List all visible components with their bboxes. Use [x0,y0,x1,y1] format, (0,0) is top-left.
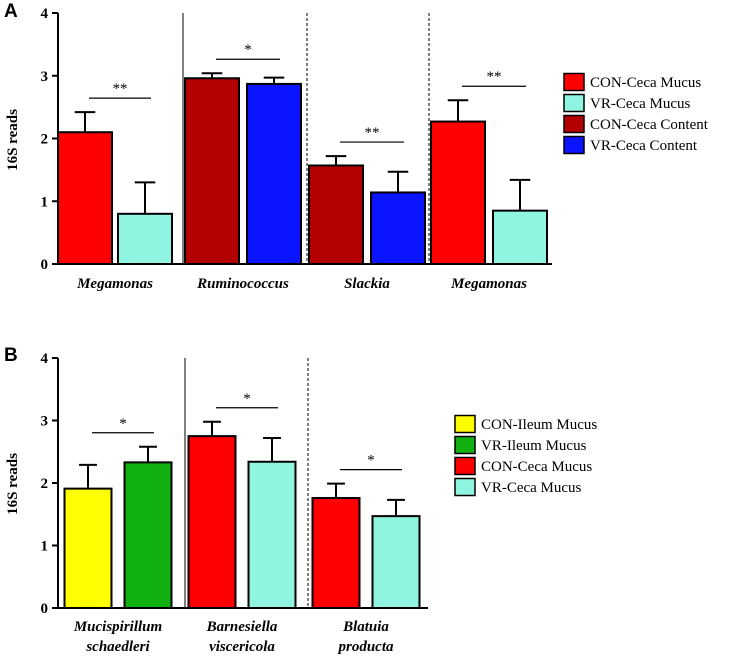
panel-b-legend-label: CON-Ileum Mucus [481,417,597,433]
panel-a-bar [370,191,426,265]
panel-a-bar [430,120,486,266]
panel-a-legend-label: CON-Ceca Content [590,117,709,133]
panel-a-significance-label: * [244,42,252,58]
panel-b-y-tick-label: 2 [41,476,49,492]
panel-a-y-tick-label: 1 [41,194,49,210]
panel-b-category-label: Mucispirillum [73,619,162,635]
panel-a-category-label: Megamonas [76,276,153,292]
panel-a-y-tick-label: 2 [41,132,49,148]
panel-b-significance-label: * [367,453,375,469]
panel-a-y-tick-label: 4 [41,6,49,22]
panel-a-legend-swatch [563,135,585,155]
panel-a-category-label: Ruminococcus [196,276,289,292]
panel-b-category-label: producta [336,639,394,655]
panel-b-significance-label: * [119,416,127,432]
panel-b-y-tick-label: 4 [41,351,49,367]
panel-b-bar [63,487,113,609]
panel-b-bar [123,461,173,609]
panel-a: A 16S reads 0 1 2 3 4 ** Megamonas * Ruminococcu… [4,1,709,292]
panel-a-y-tick-label: 3 [41,69,49,85]
panel-a-legend-swatch [563,72,585,92]
panel-b-legend-label: VR-Ceca Mucus [481,480,582,496]
panel-b-category-label: viscericola [209,639,275,655]
panel-a-category-label: Slackia [344,276,390,292]
panel-a-letter: A [4,1,18,22]
panel-b-significance-label: * [243,391,251,407]
panel-b-legend-label: CON-Ceca Mucus [481,459,592,475]
panel-b-y-tick-label: 1 [41,539,49,555]
panel-b-legend-swatch [454,477,476,497]
panel-a-bar [117,212,173,266]
panel-b-y-tick-label: 0 [41,601,49,617]
panel-b-category-label: schaedleri [85,639,150,655]
panel-b: B 16S reads 0 1 2 3 4 * Mucispirillum schaedler… [4,345,597,655]
panel-a-bar [184,77,240,266]
panel-a-bar [308,164,364,265]
panel-a-legend-swatch [563,93,585,113]
panel-b-category-label: Barnesiella [206,619,278,635]
panel-b-bar [247,460,297,609]
panel-b-letter: B [4,345,18,366]
panel-a-legend-label: CON-Ceca Mucus [590,75,701,91]
panel-b-category-label: Blatuia [342,619,389,635]
panel-b-bar [311,497,361,609]
panel-a-legend-label: VR-Ceca Mucus [590,96,691,112]
panel-a-bar [57,131,113,265]
panel-a-significance-label: ** [487,69,502,85]
panel-a-bar [246,82,302,265]
panel-a-y-tick-label: 0 [41,257,49,273]
panel-b-legend-swatch [454,456,476,476]
panel-b-legend-swatch [454,435,476,455]
panel-a-y-axis-label: 16S reads [5,109,21,171]
panel-a-significance-label: ** [113,81,128,97]
panel-a-legend-label: VR-Ceca Content [590,138,698,154]
panel-b-y-tick-label: 3 [41,414,49,430]
panel-a-bar [492,209,548,266]
panel-a-legend-swatch [563,114,585,134]
panel-b-y-axis-label: 16S reads [5,453,21,515]
panel-b-legend-label: VR-Ileum Mucus [481,438,587,454]
panel-b-legend-swatch [454,414,476,434]
panel-b-bar [371,515,421,609]
panel-a-category-label: Megamonas [450,276,527,292]
panel-b-bar [187,435,237,609]
panel-a-significance-label: ** [365,125,380,141]
